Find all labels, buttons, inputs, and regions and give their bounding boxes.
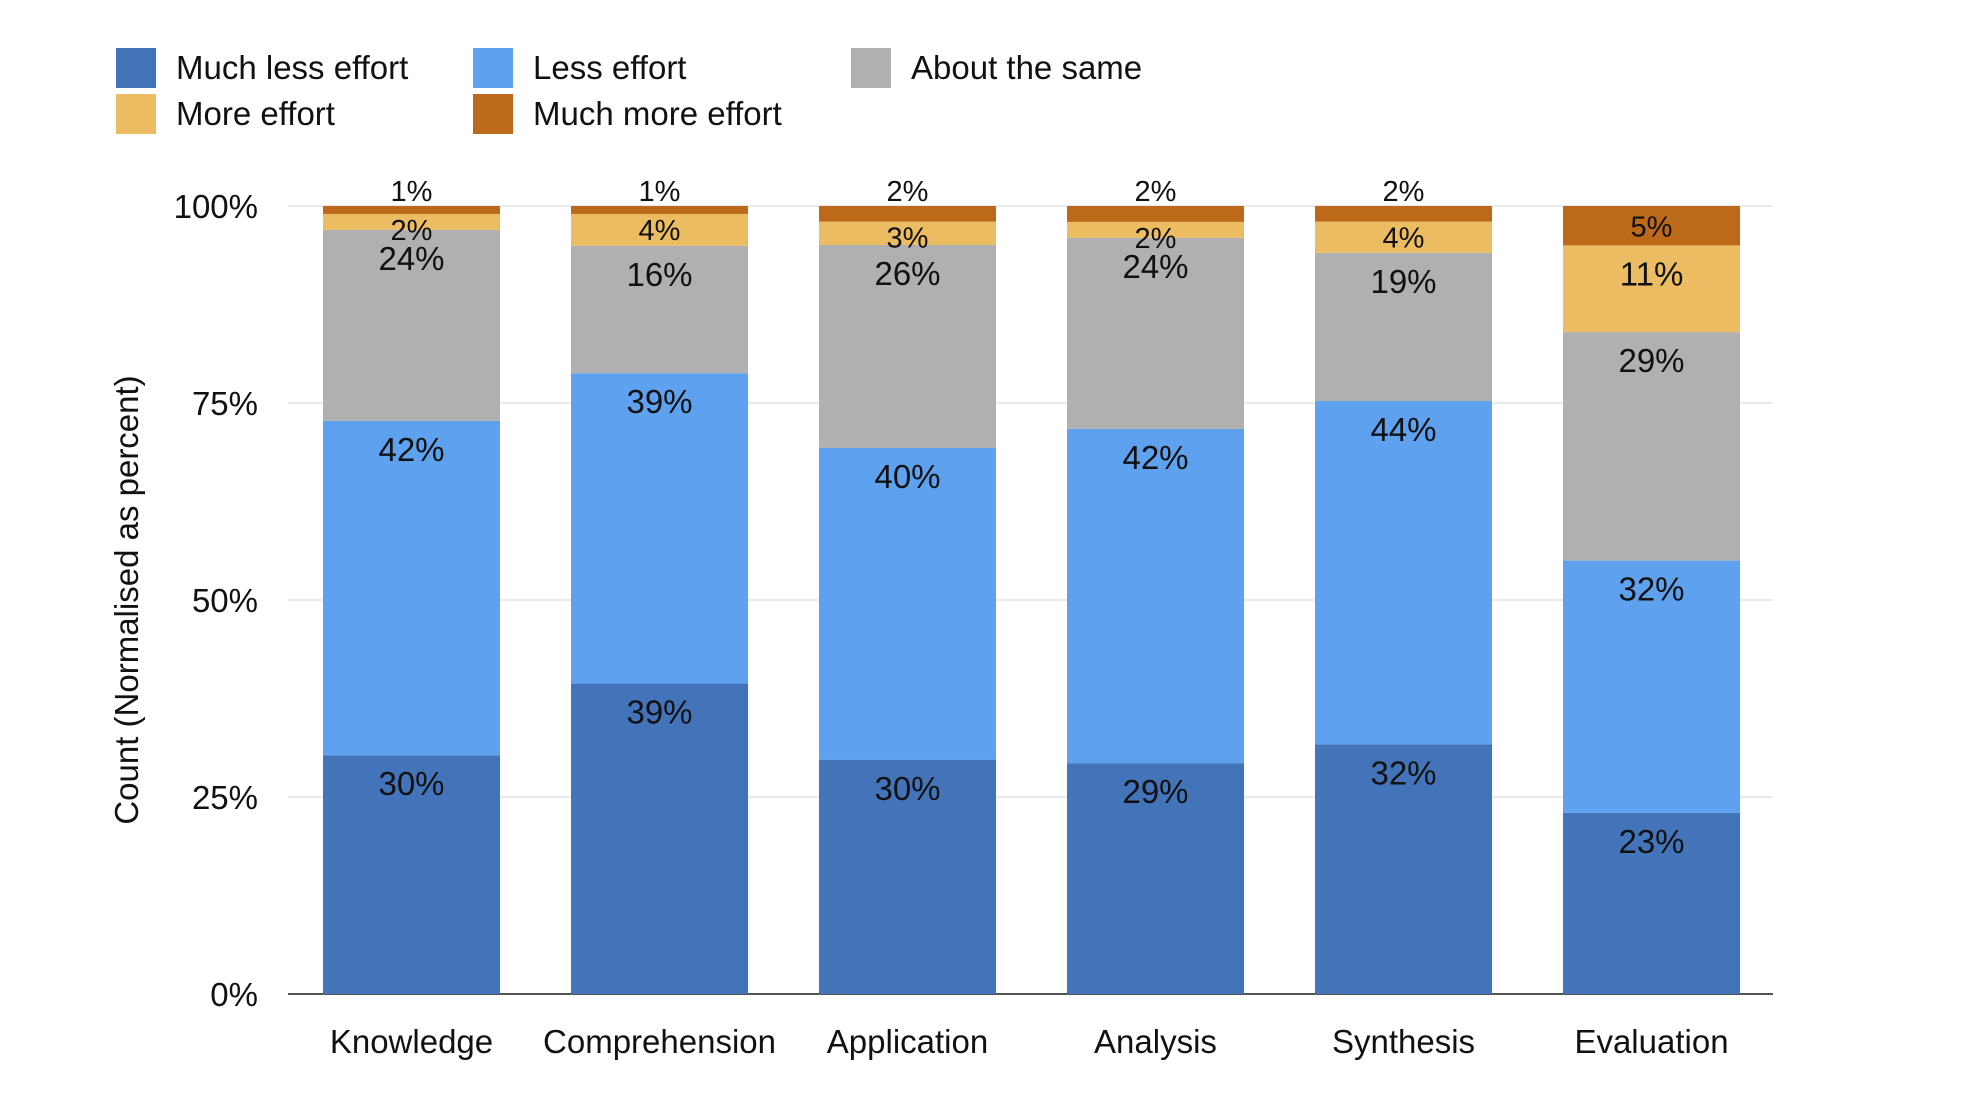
y-tick-label: 75% <box>192 385 258 422</box>
bar-segment <box>1315 206 1492 222</box>
bar-segment <box>1563 245 1740 333</box>
data-label: 4% <box>1383 223 1425 255</box>
legend-label: More effort <box>176 95 335 132</box>
x-tick-label: Application <box>827 1023 988 1060</box>
x-tick-label: Synthesis <box>1332 1023 1475 1060</box>
bar-segment <box>1067 237 1244 429</box>
bar-segment <box>1067 221 1244 238</box>
data-label: 19% <box>1370 263 1436 300</box>
bar-segment <box>819 221 996 246</box>
data-label: 40% <box>874 458 940 495</box>
data-label: 2% <box>391 215 433 247</box>
data-label: 24% <box>1122 248 1188 285</box>
x-tick-label: Analysis <box>1094 1023 1217 1060</box>
bar-segment <box>1315 744 1492 994</box>
x-tick-label: Knowledge <box>330 1023 493 1060</box>
bar-segment <box>1315 252 1492 402</box>
y-tick-label: 25% <box>192 779 258 816</box>
y-tick-label: 100% <box>174 188 258 225</box>
legend-label: Less effort <box>533 49 687 86</box>
legend-label: Much less effort <box>176 49 409 86</box>
bar-segment <box>571 245 748 374</box>
data-label: 39% <box>626 383 692 420</box>
bar-segment <box>1315 221 1492 253</box>
data-label: 11% <box>1620 255 1684 292</box>
legend-item: Less effort <box>473 48 686 88</box>
data-label: 23% <box>1618 823 1684 860</box>
legend-label: About the same <box>911 49 1143 86</box>
data-label: 42% <box>378 431 444 468</box>
data-label: 5% <box>1631 212 1673 244</box>
bar-segment <box>1067 206 1244 222</box>
bar-segment <box>819 245 996 448</box>
data-label: 30% <box>378 765 444 802</box>
data-label: 29% <box>1122 773 1188 810</box>
legend-swatch <box>116 48 156 88</box>
data-label: 2% <box>1383 176 1425 208</box>
bar-segment <box>1315 401 1492 745</box>
bar-segment <box>1067 763 1244 994</box>
data-label: 32% <box>1618 571 1684 608</box>
data-label: 29% <box>1618 342 1684 379</box>
data-label: 44% <box>1370 411 1436 448</box>
bar-segment <box>323 420 500 756</box>
data-label: 1% <box>391 176 433 208</box>
bar-segment <box>323 755 500 994</box>
bar-segment <box>1067 428 1244 764</box>
data-label: 30% <box>874 770 940 807</box>
bar-segment <box>1563 206 1740 246</box>
legend-swatch <box>473 94 513 134</box>
data-label: 24% <box>378 240 444 277</box>
data-label: 32% <box>1370 754 1436 791</box>
data-label: 2% <box>1135 176 1177 208</box>
legend-item: About the same <box>851 48 1142 88</box>
y-tick-label: 50% <box>192 582 258 619</box>
bar-segment <box>323 213 500 230</box>
legend-swatch <box>473 48 513 88</box>
bar-segment <box>571 206 748 214</box>
bar-segment <box>323 206 500 214</box>
data-label: 39% <box>626 694 692 731</box>
bar-segment <box>819 759 996 994</box>
bar-segment <box>571 213 748 246</box>
bar-segment <box>819 206 996 222</box>
bar-segment <box>1563 560 1740 813</box>
data-label: 16% <box>626 256 692 293</box>
data-label: 26% <box>874 255 940 292</box>
legend-label: Much more effort <box>533 95 782 132</box>
data-label: 1% <box>639 176 681 208</box>
legend-swatch <box>851 48 891 88</box>
data-label: 42% <box>1122 439 1188 476</box>
legend-item: More effort <box>116 94 335 134</box>
legend-item: Much less effort <box>116 48 408 88</box>
bar-segment <box>1563 812 1740 994</box>
legend-swatch <box>116 94 156 134</box>
y-tick-label: 0% <box>210 976 258 1013</box>
data-label: 2% <box>887 176 929 208</box>
bar-segment <box>323 229 500 421</box>
bar-segment <box>819 447 996 760</box>
legend-item: Much more effort <box>473 94 782 134</box>
bar-segment <box>571 373 748 684</box>
data-label: 4% <box>639 215 681 247</box>
x-tick-label: Comprehension <box>543 1023 776 1060</box>
x-tick-label: Evaluation <box>1574 1023 1728 1060</box>
bar-segment <box>571 683 748 994</box>
bar-segment <box>1563 332 1740 561</box>
data-label: 3% <box>887 223 929 255</box>
data-label: 2% <box>1135 223 1177 255</box>
